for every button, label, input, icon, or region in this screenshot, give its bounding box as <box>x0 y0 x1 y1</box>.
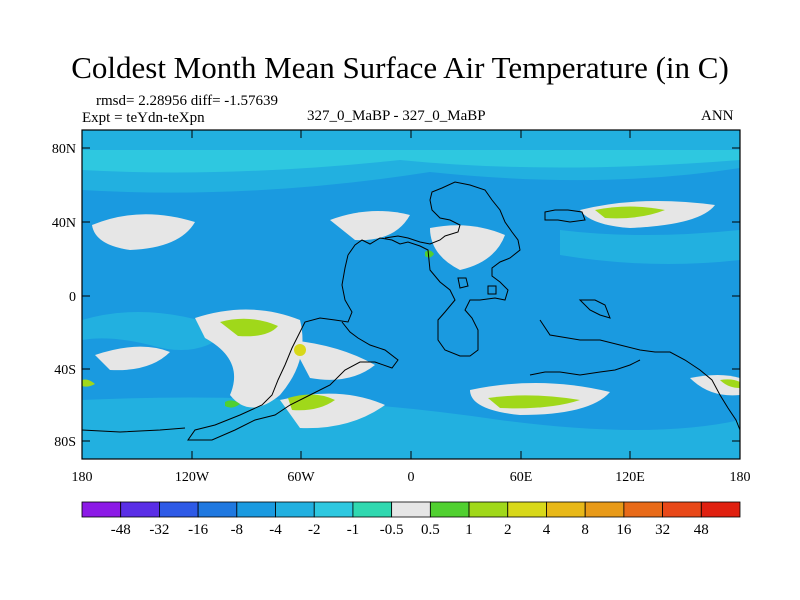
colorbar-swatch <box>546 501 586 518</box>
lon-labels: 180 120W 60W 0 60E 120E 180 <box>72 470 751 485</box>
colorbar-swatch <box>429 501 470 518</box>
coast-island-1 <box>457 277 469 289</box>
colorbar-tick-label: -32 <box>149 522 169 538</box>
lon-ticks <box>191 130 631 459</box>
colorbar-tick-label: 8 <box>581 522 589 538</box>
lat-label-80n: 80N <box>52 142 76 157</box>
colorbar-tick-label: -0.5 <box>380 522 404 538</box>
coast-arctic-island <box>544 209 586 223</box>
colorbar-tick-label: 1 <box>465 522 473 538</box>
coast-island-2 <box>487 285 497 295</box>
colorbar-tick-label: 0.5 <box>421 522 440 538</box>
field-warm-small <box>225 400 240 408</box>
colorbar-swatch <box>313 501 354 518</box>
field-warm-asia <box>595 206 665 219</box>
center-label: 327_0_MaBP - 327_0_MaBP <box>307 108 486 124</box>
field-warm-andes <box>220 318 278 337</box>
colorbar-tick-label: -16 <box>188 522 208 538</box>
colorbar-tick-label: -48 <box>111 522 131 538</box>
lon-label-180e: 180 <box>730 470 751 485</box>
field-south-band <box>82 397 740 459</box>
field-grey-andes <box>195 309 303 408</box>
lat-ticks <box>82 147 740 442</box>
lat-label-0: 0 <box>69 290 76 305</box>
field-warm-edge-e <box>720 379 740 388</box>
colorbar-tick-label: -1 <box>347 522 360 538</box>
colorbar-tick-label: -8 <box>231 522 244 538</box>
colorbar-tick-label: 2 <box>504 522 512 538</box>
colorbar <box>81 501 741 518</box>
colorbar-tick-label: -4 <box>269 522 282 538</box>
colorbar-swatch <box>236 501 276 518</box>
colorbar-swatch <box>81 501 122 518</box>
season-label: ANN <box>701 108 734 124</box>
lat-label-80s: 80S <box>54 435 76 450</box>
lat-label-40s: 40S <box>54 363 76 378</box>
map-field <box>82 130 740 459</box>
field-warm-indian-s <box>488 395 580 409</box>
field-warm-spot <box>294 344 306 356</box>
colorbar-swatch <box>120 501 160 518</box>
lon-label-180w: 180 <box>72 470 93 485</box>
colorbar-swatch <box>584 501 625 518</box>
coast-americas <box>187 254 399 441</box>
colorbar-swatch <box>391 501 431 518</box>
colorbar-swatch <box>197 501 238 518</box>
colorbar-tick-label: 32 <box>655 522 670 538</box>
experiment-label: Expt = teYdn-teXpn <box>82 110 205 126</box>
colorbar-swatch <box>352 501 393 518</box>
colorbar-swatch <box>662 501 702 518</box>
lon-label-120e: 120E <box>615 470 645 485</box>
field-warm-patagonia <box>288 394 335 411</box>
field-grey-atlantic-n <box>330 211 410 241</box>
coast-eurafrica <box>347 181 521 357</box>
coastlines <box>81 181 741 441</box>
colorbar-tick-label: 16 <box>616 522 632 538</box>
lat-label-40n: 40N <box>52 216 76 231</box>
field-north-band <box>82 130 740 193</box>
page-title: Coldest Month Mean Surface Air Temperatu… <box>71 50 729 85</box>
lon-label-120w: 120W <box>175 470 210 485</box>
field-warm-small-2 <box>425 250 434 258</box>
colorbar-labels: -48 -32 -16 -8 -4 -2 -1 -0.5 0.5 1 2 4 8 16 32 48 <box>111 522 709 538</box>
colorbar-swatch <box>468 501 509 518</box>
colorbar-tick-label: 48 <box>694 522 709 538</box>
colorbar-swatch <box>507 501 547 518</box>
stats-label: rmsd= 2.28956 diff= -1.57639 <box>96 93 279 109</box>
field-south-pacific <box>82 312 230 350</box>
field-grey-europe <box>430 225 505 270</box>
coast-southern-shelf <box>529 359 641 376</box>
field-warm-edge-w <box>82 379 95 387</box>
coast-antarctic-w <box>81 427 186 433</box>
colorbar-swatch <box>159 501 199 518</box>
colorbar-tick-label: -2 <box>308 522 321 538</box>
field-grey-pacific-n <box>92 214 195 250</box>
field-grey-brazil <box>290 340 375 380</box>
lon-label-60w: 60W <box>287 470 315 485</box>
colorbar-swatch <box>623 501 663 518</box>
field-north-band-inner <box>82 150 740 173</box>
field-asia-band <box>560 230 740 264</box>
colorbar-tick-label: 4 <box>543 522 551 538</box>
lon-label-0: 0 <box>408 470 415 485</box>
lon-label-60e: 60E <box>510 470 533 485</box>
colorbar-swatch <box>700 501 741 518</box>
field-grey-pacific-s <box>95 346 170 371</box>
coast-eastern <box>539 319 741 431</box>
colorbar-swatch <box>275 501 315 518</box>
lat-labels: 80N 40N 0 40S 80S <box>52 142 76 450</box>
coast-small-landmass <box>578 299 611 319</box>
